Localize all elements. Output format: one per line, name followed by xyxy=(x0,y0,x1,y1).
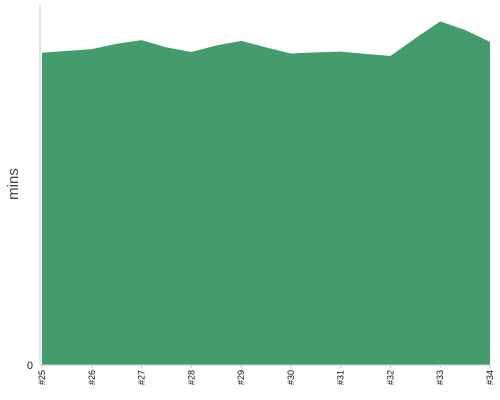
y-tick-label: 0 xyxy=(27,360,33,372)
x-tick-label: #30 xyxy=(286,370,296,385)
x-tick-label: #33 xyxy=(435,370,445,385)
x-axis-ticks: #25 #26 #27 #28 #29 #30 #31 #32 #33 #34 xyxy=(37,365,495,385)
x-tick-label: #26 xyxy=(87,370,97,385)
x-tick-label: #34 xyxy=(485,370,495,385)
x-tick-label: #29 xyxy=(236,370,246,385)
x-tick-label: #27 xyxy=(137,370,147,385)
y-axis-ticks: 0 xyxy=(27,360,33,372)
x-tick-label: #32 xyxy=(385,370,395,385)
x-tick-label: #28 xyxy=(186,370,196,385)
plot-area xyxy=(42,21,490,366)
y-axis-title: mins xyxy=(5,168,22,200)
area-series xyxy=(42,21,490,366)
x-tick-label: #31 xyxy=(336,370,346,385)
x-tick-label: #25 xyxy=(37,370,47,385)
